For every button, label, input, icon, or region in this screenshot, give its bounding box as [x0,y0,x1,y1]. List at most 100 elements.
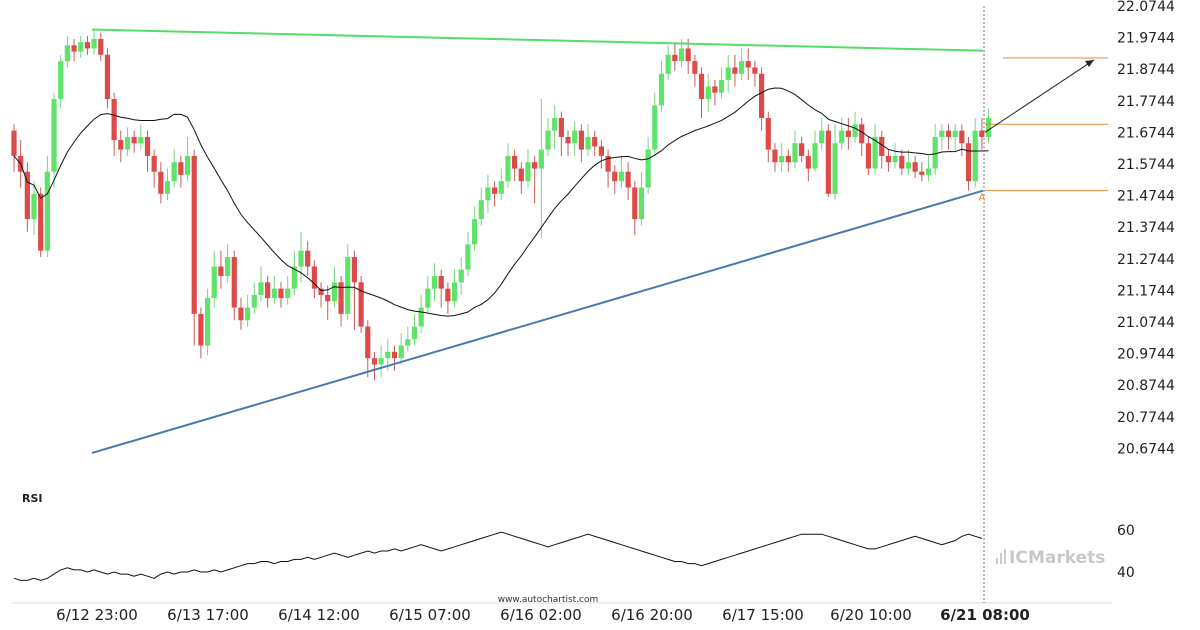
candle [892,143,898,169]
candle [865,136,871,175]
candle [832,124,838,201]
candle [305,241,311,276]
candle [151,149,157,188]
rsi-label: RSI [22,492,43,505]
candle [859,117,865,156]
time-tick-label: 6/17 15:00 [722,606,804,624]
candle [698,67,705,118]
candle [144,130,151,172]
candle [585,124,591,156]
candle [552,105,558,150]
candle [44,155,50,258]
candle [131,130,137,153]
candle [138,124,144,150]
candle [24,162,30,232]
price-axis: 22.0744 21.9744 21.8744 21.7744 21.6744 21.57… [1117,0,1175,457]
candle [685,38,691,74]
candle [64,35,70,68]
candle [358,275,364,333]
price-tick-label: 21.9744 [1117,31,1175,47]
candle [899,149,905,175]
candle [985,108,992,144]
candle [411,313,418,346]
candle [184,136,191,182]
candle [438,269,444,308]
candle [812,130,818,172]
bar-chart-icon [996,549,1006,564]
time-axis: 6/12 23:00 6/13 17:00 6/14 12:00 6/15 07:00… [56,606,1030,624]
candle [111,92,117,156]
candle [51,92,57,188]
support-line [91,189,984,454]
brand-logo: IC Markets [996,548,1105,568]
brand-prefix: IC [1009,548,1028,568]
time-tick-label: 6/14 12:00 [278,606,360,624]
candle [805,149,811,182]
candle [245,294,251,327]
candle [612,165,618,194]
candle [271,275,277,305]
candle [84,35,91,55]
forecast-arrow [984,59,1095,133]
price-tick-label: 21.5744 [1117,157,1175,173]
time-tick-label: 6/20 10:00 [830,606,912,624]
candle [265,275,271,308]
candle [238,298,244,330]
resistance-line [91,28,984,52]
candle [38,187,44,258]
candle [204,288,211,355]
candle [605,149,611,188]
price-tick-label: 21.8744 [1117,62,1175,78]
candle [298,231,304,283]
candle [378,345,384,378]
candle [879,130,885,169]
candle [11,124,17,172]
candle [538,99,544,239]
candle [819,117,825,150]
candle [939,124,945,150]
candle [792,130,798,169]
watermark-text: www.autochartist.com [498,595,599,605]
candle [258,266,264,302]
time-tick-label: 6/13 17:00 [167,606,249,624]
candle [638,171,645,226]
candle [598,140,604,169]
candle [872,124,878,175]
candle [445,282,451,314]
candle [164,168,171,201]
candle [979,117,985,150]
candle [338,275,344,327]
candle [492,181,498,207]
candle [765,111,771,163]
candle [485,174,491,213]
candle [98,32,104,62]
price-tick-label: 21.4744 [1117,189,1175,205]
candle [532,155,538,204]
moving-average-layer [13,87,989,317]
candle [391,345,398,371]
candle [505,143,511,188]
candle [932,124,938,175]
candle [565,130,571,156]
candle [124,127,131,156]
price-tick-label: 21.7744 [1117,94,1175,110]
candle [712,80,718,106]
candle [825,124,831,197]
price-tick-label: 21.0744 [1117,315,1175,331]
candle [405,326,411,352]
candle [311,260,317,299]
candle [398,332,404,365]
price-tick-label: 21.1744 [1117,283,1175,299]
candle [718,67,725,100]
candle [345,244,351,321]
candle [705,73,711,112]
candle [285,275,291,305]
candle [458,257,464,295]
time-tick-label: 6/15 07:00 [389,606,471,624]
pattern-lines-layer [91,6,985,603]
candle [845,117,851,150]
candle [692,54,698,87]
candle [725,54,731,93]
rsi-line [13,531,983,581]
candle [291,250,297,295]
